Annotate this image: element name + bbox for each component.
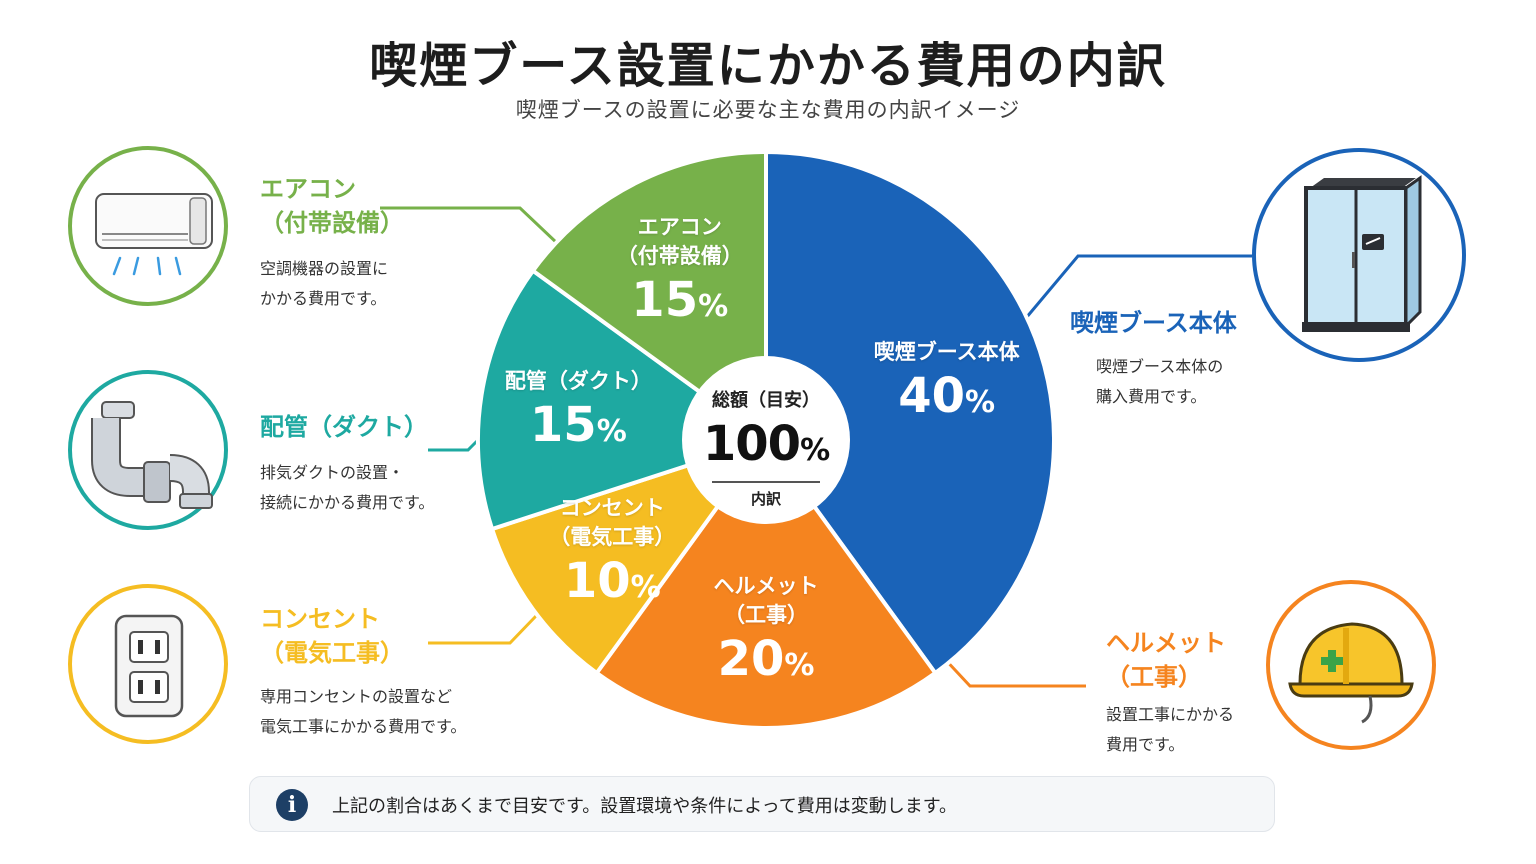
pie-slice-2 [490, 438, 768, 675]
info-icon: i [276, 789, 308, 821]
duct-desc-line-2: 接続にかかる費用です。 [260, 493, 435, 512]
pie-slice-value-2: 10% [563, 552, 661, 609]
pie-slice-category-4-1: （付帯設備） [616, 243, 743, 268]
outlet-icon-circle [68, 584, 228, 744]
center-subtitle: 内訳 [750, 490, 781, 508]
note-text: 上記の割合はあくまで目安です。設置環境や条件によって費用は変動します。 [332, 796, 957, 817]
page-title: 喫煙ブース設置にかかる費用の内訳 [369, 38, 1167, 94]
outlet-description: 専用コンセントの設置など 電気工事にかかる費用です。 [260, 682, 466, 742]
pie-slice-category-2-1: （電気工事） [549, 524, 676, 549]
helmet-label: ヘルメット （工事） [1106, 626, 1226, 694]
duct-label-line-1: 配管（ダクト） [260, 413, 428, 441]
pie-slice-category-1-0: ヘルメット [713, 574, 819, 598]
center-value: 100% [686, 416, 846, 472]
outlet-label-line-1: コンセント [260, 605, 380, 633]
helmet-desc-line-2: 費用です。 [1106, 735, 1185, 754]
helmet-label-line-2: （工事） [1106, 663, 1202, 691]
pie-slice-label-0: 喫煙ブース本体 40% [847, 338, 1047, 432]
aircon-desc-line-1: 空調機器の設置に [260, 259, 389, 278]
pie-slice-category-3-0: 配管（ダクト） [504, 368, 652, 393]
power-outlet-icon [114, 614, 184, 718]
aircon-label: エアコン （付帯設備） [260, 172, 404, 240]
center-title: 総額（目安） [712, 390, 820, 411]
helmet-description: 設置工事にかかる 費用です。 [1106, 700, 1234, 760]
connector-booth [1024, 254, 1252, 319]
pie-slice-category-0-0: 喫煙ブース本体 [873, 339, 1020, 364]
outlet-label-line-2: （電気工事） [260, 639, 404, 667]
duct-icon-circle [68, 370, 228, 530]
center-divider [712, 481, 820, 483]
aircon-label-line-2: （付帯設備） [260, 209, 404, 237]
center-value-unit: % [800, 433, 830, 468]
outlet-desc-line-2: 電気工事にかかる費用です。 [260, 717, 467, 736]
center-value-number: 100 [702, 416, 801, 472]
helmet-icon-circle [1266, 580, 1436, 750]
aircon-description: 空調機器の設置に かかる費用です。 [260, 254, 388, 314]
pie-slice-3 [476, 268, 768, 531]
pie-slice-value-4: 15% [631, 271, 729, 328]
pie-slice-value-3: 15% [529, 396, 627, 453]
outlet-desc-line-1: 専用コンセントの設置など [260, 687, 453, 706]
booth-description: 喫煙ブース本体の 購入費用です。 [1096, 352, 1223, 412]
note-box [249, 776, 1275, 832]
connector-aircon [380, 206, 560, 246]
air-conditioner-icon [95, 193, 213, 276]
smoking-booth-icon [1302, 175, 1422, 332]
pie-slice-category-4-0: エアコン [637, 214, 722, 239]
pie-slice-1 [594, 438, 938, 730]
duct-label: 配管（ダクト） [260, 410, 428, 444]
pie-slice-category-1-1: （工事） [724, 603, 808, 627]
duct-desc-line-1: 排気ダクトの設置・ [260, 463, 405, 482]
booth-desc-line-2: 購入費用です。 [1096, 387, 1207, 406]
helmet-desc-line-1: 設置工事にかかる [1106, 705, 1235, 724]
aircon-label-line-1: エアコン [260, 175, 356, 203]
outlet-label: コンセント （電気工事） [260, 602, 404, 670]
pie-slice-label-1: ヘルメット （工事） 20% [681, 572, 851, 695]
aircon-icon-circle [68, 146, 228, 306]
booth-label-line-1: 喫煙ブース本体 [1070, 309, 1237, 337]
page-subtitle: 喫煙ブースの設置に必要な主な費用の内訳イメージ [515, 98, 1021, 122]
pie-slice-category-2-0: コンセント [559, 495, 665, 520]
pie-slice-label-3: 配管（ダクト） 15% [483, 367, 673, 461]
connector-helmet [940, 654, 1086, 688]
pie-slice-4 [531, 150, 768, 442]
booth-icon-circle [1252, 148, 1466, 362]
duct-pipe-icon [91, 401, 213, 509]
pie-slice-0 [764, 150, 1056, 675]
pie-slice-value-1: 20% [717, 631, 815, 687]
booth-label: 喫煙ブース本体 [1070, 306, 1237, 340]
pie-slice-label-4: エアコン （付帯設備） 15% [585, 213, 775, 336]
pie-slice-label-2: コンセント （電気工事） 10% [537, 494, 687, 617]
pie-slice-value-0: 40% [898, 367, 996, 424]
aircon-desc-line-2: かかる費用です。 [260, 289, 387, 308]
hard-hat-icon [1288, 622, 1414, 724]
booth-desc-line-1: 喫煙ブース本体の [1096, 357, 1224, 376]
connector-outlet [428, 614, 538, 645]
duct-description: 排気ダクトの設置・ 接続にかかる費用です。 [260, 458, 434, 518]
helmet-label-line-1: ヘルメット [1106, 629, 1226, 657]
